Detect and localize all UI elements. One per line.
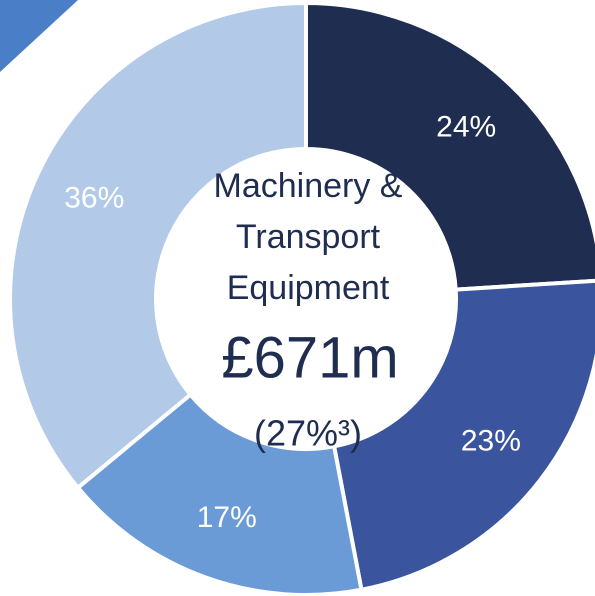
- slice: [304, 0, 595, 292]
- slice-label: 17%: [197, 501, 257, 534]
- slices: [8, 0, 595, 596]
- labels: 24% 23% 17% 36%: [64, 110, 521, 534]
- corner-decoration: [0, 0, 78, 72]
- slice-label: 24%: [436, 110, 496, 143]
- center-title: Equipment: [227, 269, 390, 307]
- center-title: Transport: [236, 218, 381, 256]
- center-value: £671m: [221, 325, 398, 390]
- slice: [8, 0, 308, 491]
- slice: [75, 391, 364, 596]
- slice: [331, 278, 595, 593]
- slice-label: 36%: [64, 181, 124, 214]
- center-note: (27%³): [254, 413, 362, 454]
- slice-label: 23%: [461, 424, 521, 457]
- center-title: Machinery &: [214, 167, 403, 205]
